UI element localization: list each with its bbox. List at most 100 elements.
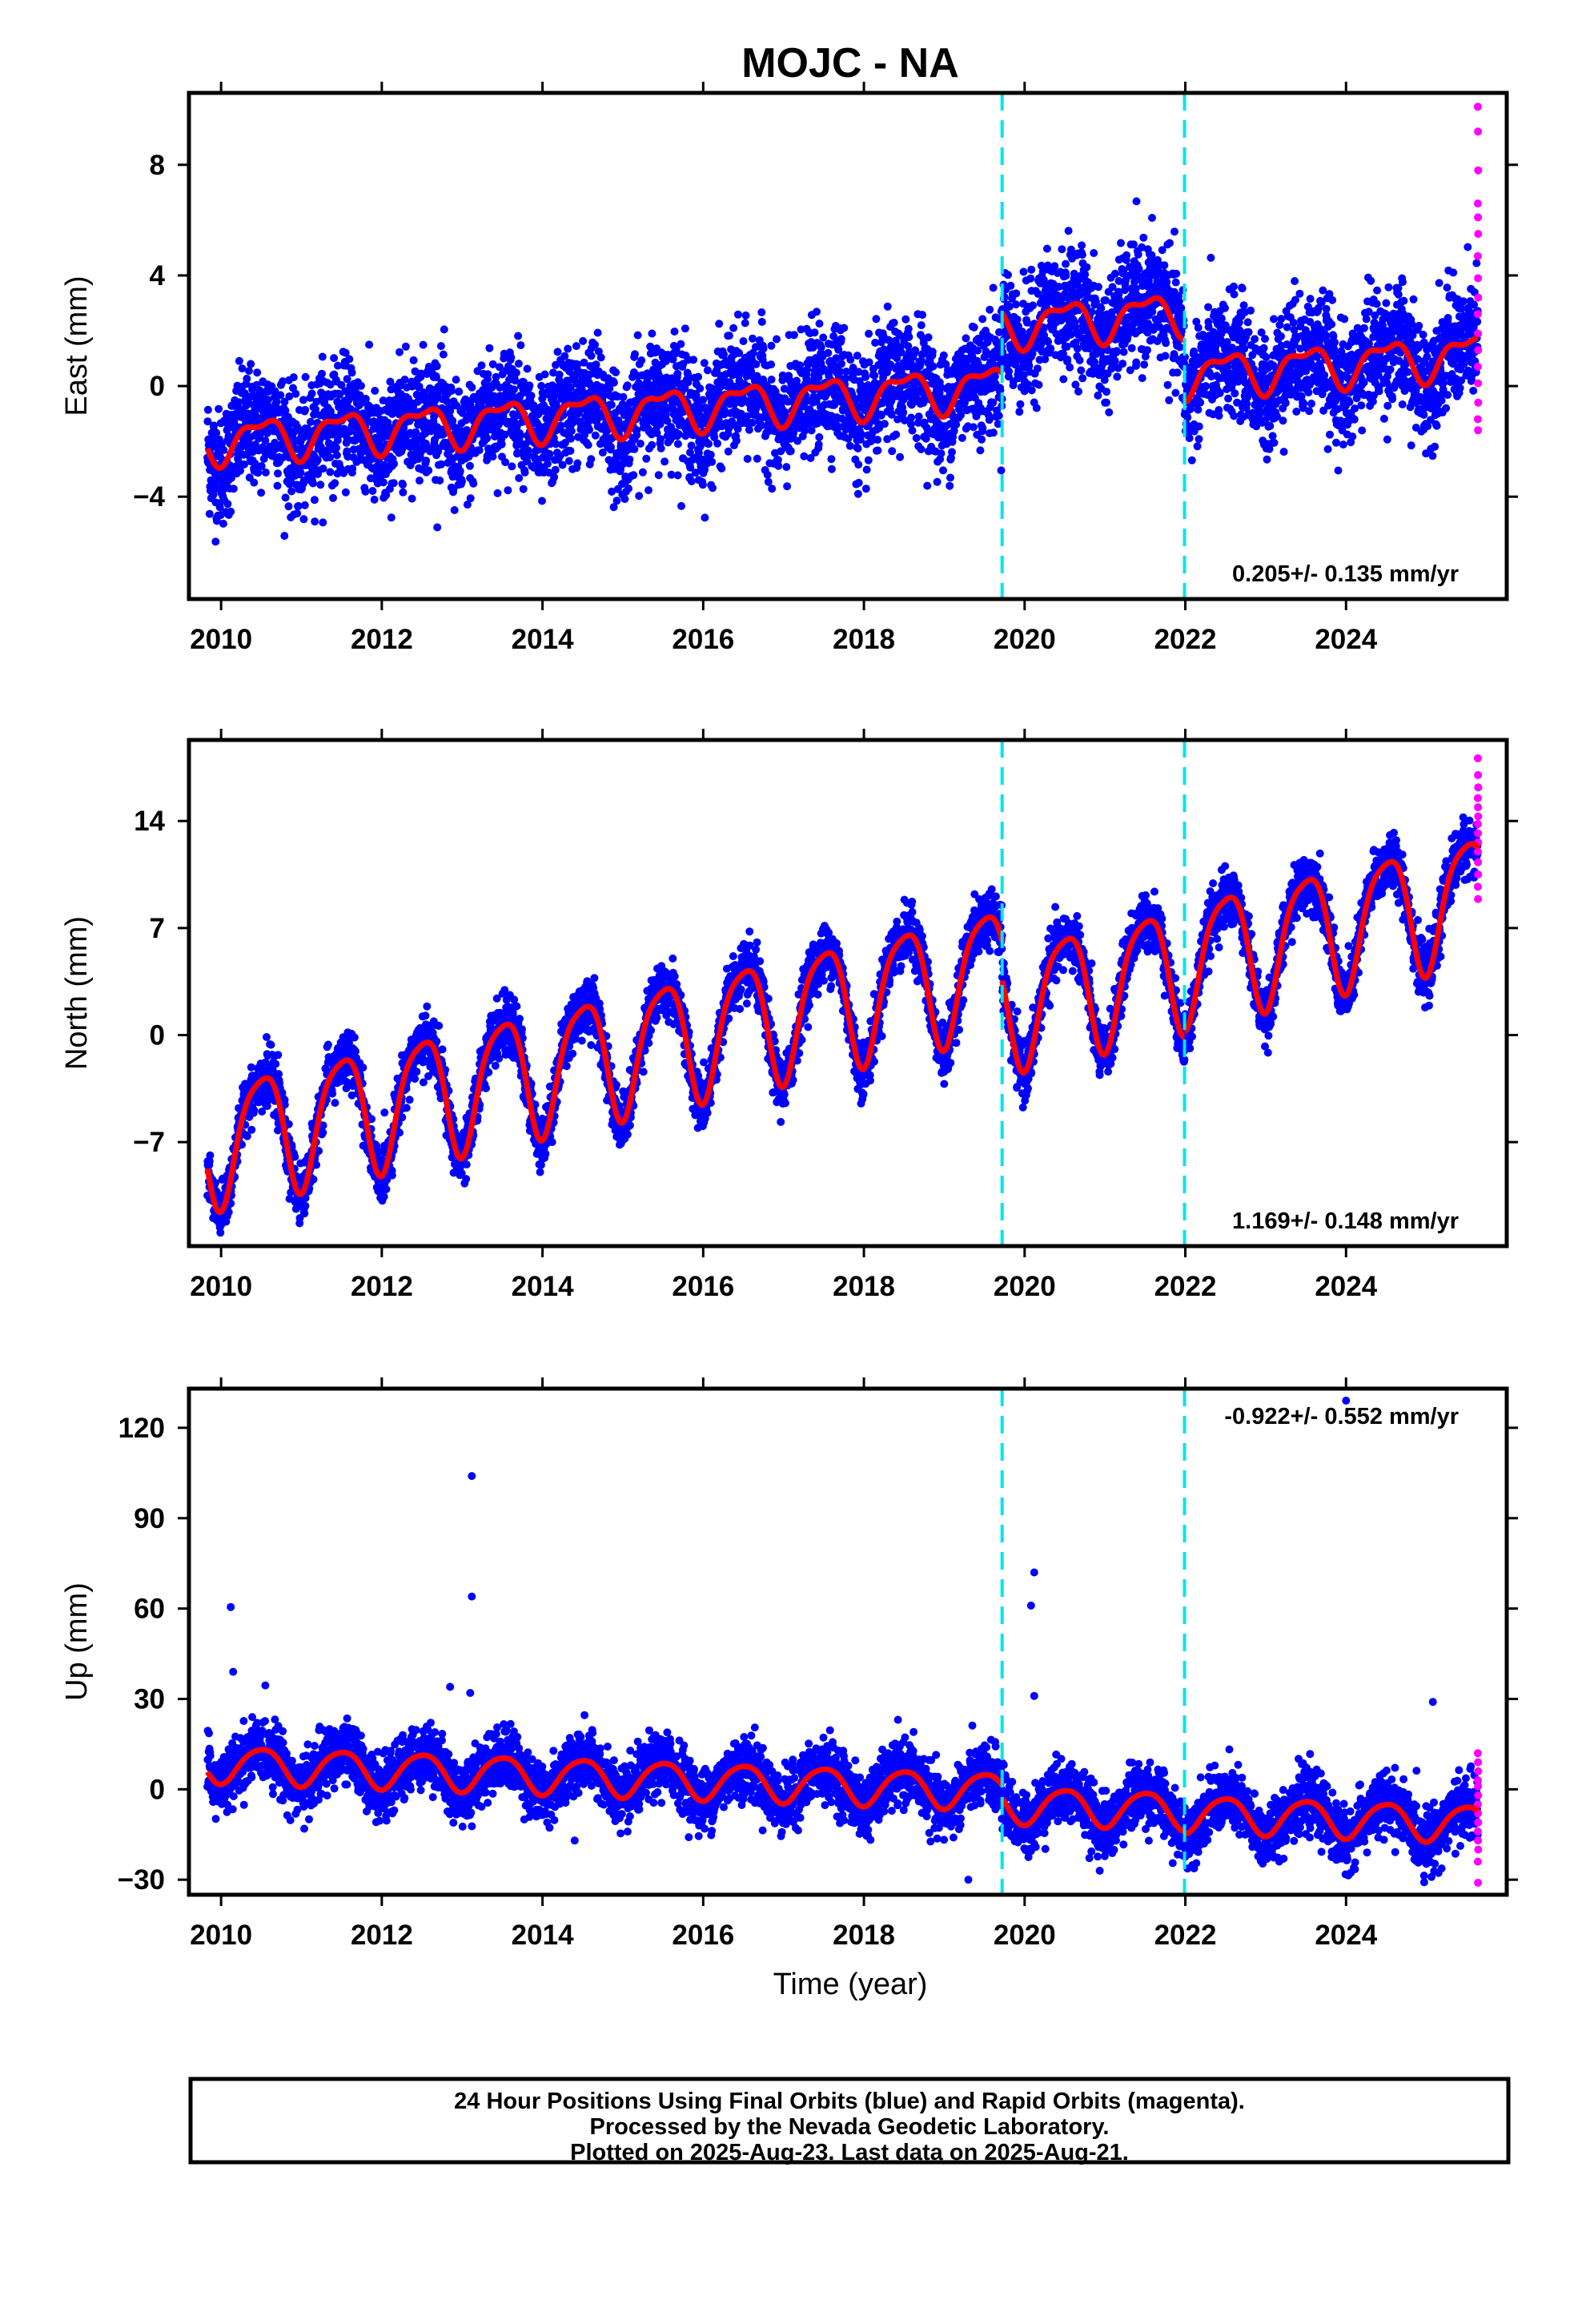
data-point bbox=[1251, 335, 1259, 344]
data-point bbox=[1066, 363, 1074, 372]
data-point bbox=[1094, 283, 1102, 292]
data-point bbox=[408, 494, 416, 503]
data-point bbox=[1138, 374, 1146, 383]
data-point bbox=[696, 384, 705, 393]
data-point bbox=[566, 447, 575, 455]
data-point bbox=[436, 476, 444, 485]
data-point bbox=[347, 368, 356, 377]
data-point bbox=[587, 352, 596, 360]
data-point bbox=[743, 455, 752, 463]
data-point bbox=[263, 396, 272, 404]
data-point bbox=[689, 356, 698, 364]
data-point bbox=[555, 370, 564, 379]
data-point bbox=[227, 507, 235, 516]
data-point bbox=[311, 517, 319, 526]
data-point bbox=[745, 425, 753, 434]
data-point bbox=[243, 374, 251, 383]
data-point bbox=[257, 462, 266, 470]
data-point bbox=[827, 464, 836, 473]
data-point bbox=[1291, 277, 1299, 285]
data-point bbox=[946, 481, 954, 490]
data-point bbox=[939, 466, 947, 475]
data-point bbox=[700, 359, 709, 368]
data-point bbox=[337, 380, 346, 389]
data-point bbox=[642, 454, 651, 463]
data-point bbox=[763, 470, 772, 479]
data-point bbox=[1110, 356, 1119, 365]
data-point bbox=[814, 440, 823, 448]
data-point bbox=[285, 392, 294, 400]
data-point bbox=[905, 332, 913, 341]
data-point bbox=[773, 335, 781, 344]
data-point bbox=[251, 440, 259, 448]
data-point bbox=[543, 460, 552, 468]
data-point bbox=[948, 448, 956, 456]
data-point bbox=[1185, 434, 1194, 443]
data-point bbox=[250, 478, 259, 487]
data-point bbox=[508, 462, 516, 471]
data-point bbox=[261, 436, 270, 445]
data-point bbox=[1281, 399, 1290, 408]
data-point bbox=[485, 344, 494, 352]
data-point bbox=[674, 430, 683, 438]
data-point bbox=[990, 372, 999, 381]
data-point bbox=[768, 485, 777, 493]
data-point bbox=[504, 486, 512, 495]
data-point bbox=[227, 473, 235, 482]
data-point bbox=[1224, 394, 1233, 403]
data-point bbox=[1230, 290, 1239, 299]
data-point bbox=[1050, 262, 1059, 271]
data-point bbox=[633, 331, 642, 340]
data-point bbox=[1238, 284, 1247, 293]
data-point bbox=[817, 343, 825, 352]
data-point bbox=[1295, 289, 1304, 298]
data-point bbox=[401, 342, 410, 351]
data-point bbox=[279, 377, 287, 386]
data-point bbox=[496, 363, 504, 372]
data-point bbox=[1029, 301, 1038, 310]
data-point bbox=[1081, 270, 1090, 279]
data-point bbox=[767, 376, 776, 384]
data-point bbox=[861, 372, 869, 381]
data-point bbox=[465, 461, 474, 470]
data-point bbox=[320, 396, 329, 404]
data-point bbox=[635, 492, 644, 501]
data-point bbox=[280, 397, 289, 406]
data-point bbox=[810, 328, 819, 337]
data-point bbox=[1119, 348, 1128, 356]
data-point bbox=[1059, 375, 1068, 384]
data-point bbox=[1215, 388, 1224, 397]
data-point bbox=[1016, 400, 1025, 408]
data-point bbox=[1166, 239, 1174, 247]
data-point bbox=[1173, 368, 1182, 377]
data-point bbox=[440, 325, 448, 334]
data-point bbox=[1259, 344, 1268, 352]
data-point bbox=[1102, 398, 1110, 407]
data-point bbox=[969, 423, 978, 432]
data-point bbox=[842, 368, 851, 376]
data-point bbox=[330, 354, 339, 363]
data-point bbox=[978, 424, 987, 432]
data-point bbox=[918, 311, 927, 320]
data-point bbox=[296, 468, 305, 477]
data-point bbox=[1240, 344, 1249, 353]
data-point bbox=[607, 400, 616, 409]
data-point bbox=[1163, 380, 1172, 389]
data-point bbox=[1239, 301, 1248, 310]
data-point bbox=[1279, 448, 1288, 456]
data-point bbox=[493, 489, 502, 497]
data-point bbox=[644, 486, 652, 495]
data-point bbox=[901, 315, 910, 324]
data-point bbox=[853, 444, 862, 452]
data-point bbox=[219, 519, 227, 528]
data-point bbox=[753, 454, 761, 463]
data-point bbox=[434, 447, 443, 456]
data-point bbox=[564, 456, 573, 465]
data-point bbox=[437, 460, 446, 468]
data-point bbox=[1171, 278, 1180, 287]
data-point bbox=[432, 373, 440, 382]
figure-title: MOJC - NA bbox=[741, 40, 959, 86]
data-point bbox=[749, 334, 757, 343]
data-point bbox=[724, 447, 733, 456]
data-point bbox=[516, 341, 525, 350]
